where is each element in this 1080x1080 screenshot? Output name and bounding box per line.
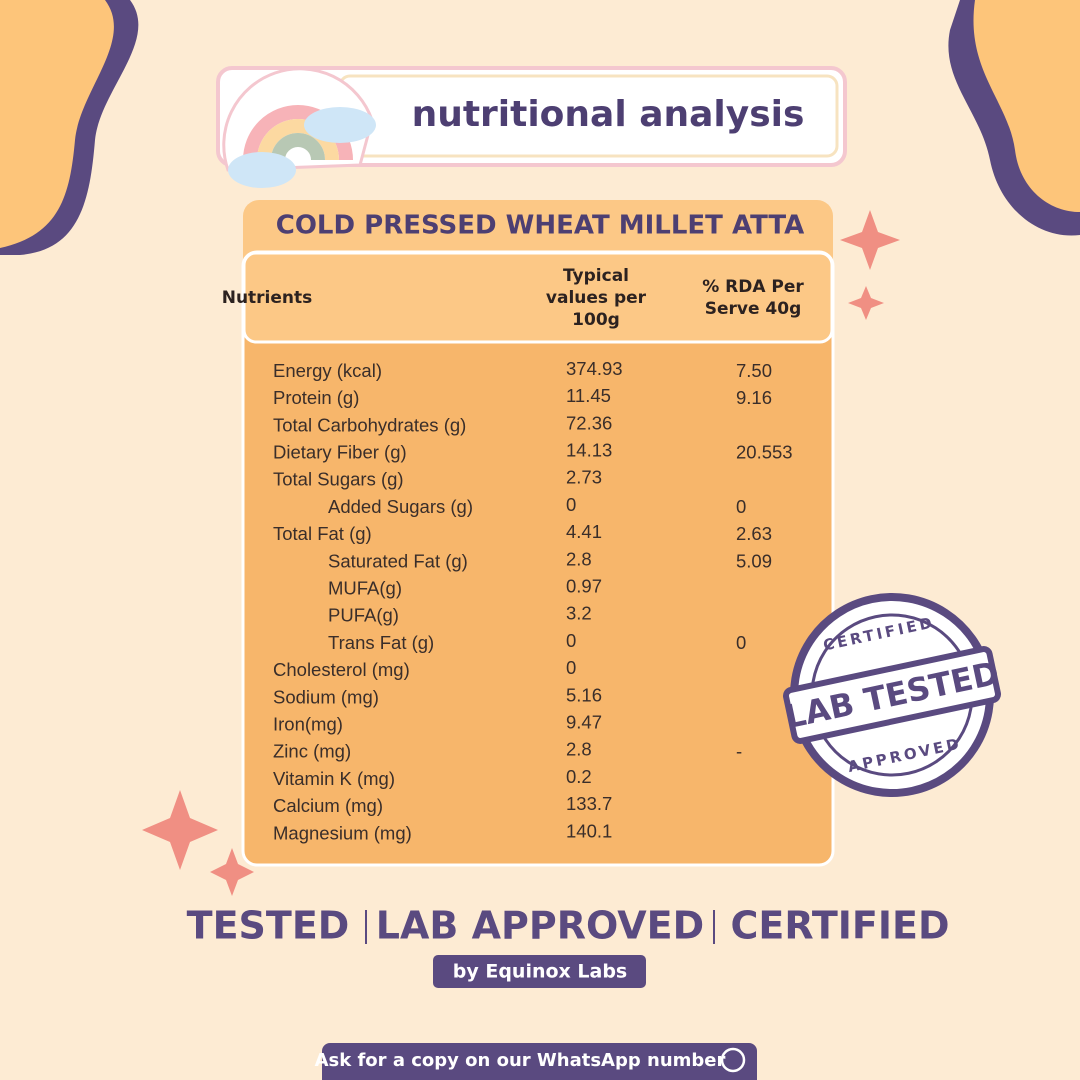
nutrient-value: 140.1 — [566, 820, 612, 841]
nutrient-name: Calcium (mg) — [273, 795, 383, 816]
nutrient-rda: 0 — [736, 632, 746, 653]
nutrient-rda: - — [736, 741, 742, 762]
nutrient-rda: 9.16 — [736, 387, 772, 408]
nutrient-value: 133.7 — [566, 793, 612, 814]
nutrient-name: Total Sugars (g) — [273, 469, 404, 490]
lab-badge — [433, 955, 646, 988]
nutrient-value: 72.36 — [566, 412, 612, 433]
nutrient-value: 0 — [566, 494, 576, 515]
nutrient-name: Iron(mg) — [273, 713, 343, 734]
column-header: % RDA Per Serve 40g — [702, 277, 804, 319]
nutrient-name: Protein (g) — [273, 387, 359, 408]
nutrient-name: Saturated Fat (g) — [328, 550, 468, 571]
nutrient-value: 0.2 — [566, 766, 592, 787]
nutrient-rda: 7.50 — [736, 360, 772, 381]
sparkle — [848, 286, 884, 320]
table-title: COLD PRESSED WHEAT MILLET ATTA — [276, 211, 805, 241]
nutrient-name: MUFA(g) — [328, 577, 402, 598]
blob — [0, 0, 114, 248]
nutrient-value: 0 — [566, 657, 576, 678]
nutrient-name: Energy (kcal) — [273, 360, 382, 381]
rainbow — [257, 119, 339, 161]
claim: LAB APPROVED — [376, 904, 704, 948]
nutrient-name: Sodium (mg) — [273, 686, 379, 707]
lab: by Equinox Labs — [453, 961, 628, 983]
nutrient-rda: 20.553 — [736, 441, 793, 462]
nutrient-name: Zinc (mg) — [273, 741, 351, 762]
note-badge — [322, 1043, 757, 1080]
nutrient-rda: 2.63 — [736, 523, 772, 544]
column-header: Nutrients — [222, 288, 313, 308]
nutrient-name: PUFA(g) — [328, 605, 399, 626]
nutrient-value: 0.97 — [566, 575, 602, 596]
table: Nutrients Typical values per 100g % RDA Per S… — [222, 266, 805, 843]
claim: CERTIFIED — [730, 904, 949, 948]
nutrient-name: Cholesterol (mg) — [273, 659, 410, 680]
nutrient-value: 5.16 — [566, 684, 602, 705]
sparkle — [210, 848, 254, 896]
whatsapp-icon — [720, 1047, 746, 1073]
nutrient-name: Dietary Fiber (g) — [273, 441, 407, 462]
nutrient-value: 14.13 — [566, 439, 612, 460]
nutrient-rda: 5.09 — [736, 550, 772, 571]
nutrient-name: Magnesium (mg) — [273, 822, 412, 843]
nutrient-name: Total Carbohydrates (g) — [273, 414, 466, 435]
nutrient-name: Total Fat (g) — [273, 523, 372, 544]
nutrient-name: Vitamin K (mg) — [273, 768, 395, 789]
rainbow — [271, 133, 325, 161]
nutrient-value: 374.93 — [566, 358, 623, 379]
claims: TESTED LAB APPROVED CERTIFIED — [187, 904, 950, 948]
nutrient-value: 9.47 — [566, 711, 602, 732]
column-header: Typical values per 100g — [546, 266, 647, 330]
nutrient-value: 4.41 — [566, 521, 602, 542]
nutrient-rda: 0 — [736, 496, 746, 517]
claim: TESTED — [187, 904, 350, 948]
nutrient-value: 2.8 — [566, 548, 592, 569]
sparkle — [840, 210, 900, 270]
nutrient-name: Added Sugars (g) — [328, 496, 473, 517]
title: nutritional analysis — [412, 94, 805, 135]
note: Ask for a copy on our WhatsApp number — [315, 1050, 726, 1071]
nutrient-name: Trans Fat (g) — [328, 632, 434, 653]
cloud — [304, 107, 376, 143]
sparkle — [142, 790, 218, 870]
cloud — [228, 152, 296, 188]
nutrient-value: 3.2 — [566, 603, 592, 624]
nutrient-value: 2.8 — [566, 739, 592, 760]
nutrient-value: 0 — [566, 630, 576, 651]
stamp: CERTIFIED LAB TESTED APPROVED — [782, 593, 1002, 797]
stamp-band — [782, 646, 1002, 744]
blob — [973, 0, 1080, 212]
nutrient-value: 11.45 — [566, 385, 611, 406]
nutrient-value: 2.73 — [566, 467, 602, 488]
table-header — [242, 251, 834, 344]
